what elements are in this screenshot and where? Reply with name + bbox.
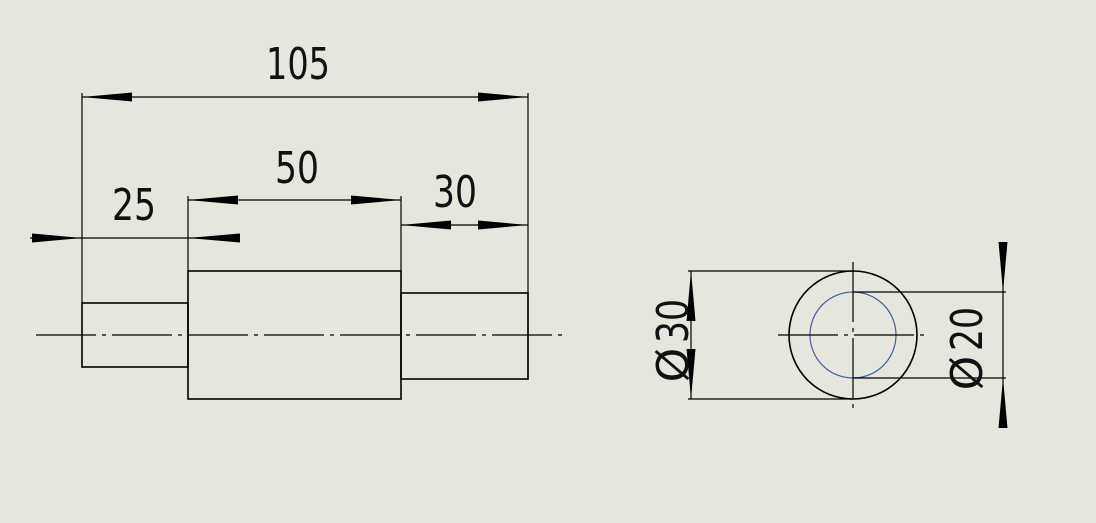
dimension-arrow [478,92,528,102]
outer-diameter-label: Ø 30 [648,299,699,382]
dimension-arrow [351,195,401,205]
dimension-value-105: 105 [266,39,330,90]
dimension-value-30: 30 [433,167,477,218]
dimension-arrow [998,242,1008,292]
dimension-value-25: 25 [112,180,156,231]
dimension-arrow [686,271,696,321]
diameter-symbol: Ø [648,348,699,383]
dimension-arrow [82,92,132,102]
inner-diameter-label: Ø 20 [942,307,993,390]
dimension-value-50: 50 [275,143,319,194]
diameter-symbol: Ø [942,356,993,391]
dimension-right-length: 30 [401,167,528,230]
dimension-arrow [188,233,240,243]
dimension-value-diameter-20: 20 [942,307,993,351]
dimension-arrow [998,378,1008,428]
dimension-overall-length: 105 [81,39,529,379]
dimension-arrow [478,220,528,230]
dimension-left-length: 25 [30,180,240,243]
dimension-middle-length: 50 [187,143,402,271]
dimension-inner-diameter: Ø 20 [853,242,1008,428]
dimension-arrow [401,220,451,230]
dimension-arrow [686,349,696,399]
dimension-outer-diameter: Ø 30 [648,270,853,400]
dimension-arrow [32,233,82,243]
dimension-value-diameter-30: 30 [648,299,699,343]
dimension-arrow [188,195,238,205]
